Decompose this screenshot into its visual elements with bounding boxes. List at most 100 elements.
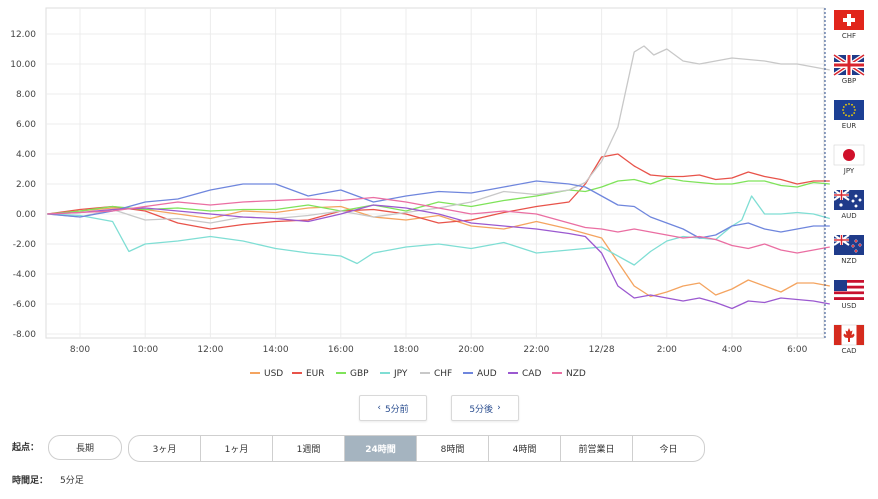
flag-star	[851, 114, 853, 117]
x-tick-label: 12/28	[589, 345, 615, 355]
timeframe-label: 時間足：	[12, 476, 49, 486]
canada-flag-icon[interactable]	[833, 324, 865, 346]
y-tick-label: 10.00	[10, 60, 36, 70]
flag-star	[851, 103, 853, 106]
series-line-aud	[47, 180, 830, 239]
flag-stripe	[834, 288, 864, 292]
y-tick-label: 0.00	[16, 210, 36, 220]
y-tick-label: 6.00	[16, 120, 36, 130]
x-tick-label: 14:00	[263, 345, 289, 355]
flag-star	[854, 249, 858, 253]
x-tick-label: 16:00	[328, 345, 354, 355]
x-tick-label: 2:00	[657, 345, 677, 355]
legend-label-chf: CHF	[434, 369, 452, 379]
origin-option[interactable]: 前営業日	[560, 436, 632, 461]
flag-label-eur: EUR	[842, 122, 857, 130]
flag-canton	[834, 280, 847, 291]
flag-cross-h-red	[834, 239, 849, 241]
flag-star	[853, 106, 856, 108]
x-tick-label: 10:00	[132, 345, 158, 355]
japan-flag-icon[interactable]	[833, 144, 865, 166]
x-tick-label: 22:00	[523, 345, 549, 355]
prev-5min-label: 5分前	[384, 404, 409, 415]
legend-label-cad: CAD	[522, 369, 541, 379]
legend-label-eur: EUR	[306, 369, 325, 379]
swiss-flag-icon[interactable]	[834, 10, 864, 30]
y-tick-label: -6.00	[13, 300, 37, 310]
series-line-eur	[47, 153, 830, 230]
flag-label-usd: USD	[842, 302, 857, 310]
flag-label-jpy: JPY	[843, 167, 855, 175]
flag-cross-h-red	[834, 194, 849, 196]
legend-label-nzd: NZD	[566, 369, 586, 379]
series-line-cad	[47, 204, 830, 310]
chevron-left-icon: ‹	[377, 403, 381, 413]
origin-option[interactable]: 3ヶ月	[152, 445, 177, 455]
prev-5min-button[interactable]: ‹ 5分前	[359, 395, 427, 421]
origin-option[interactable]: 1ヶ月	[200, 436, 272, 461]
next-5min-button[interactable]: 5分後 ›	[451, 395, 519, 421]
origin-label: 起点：	[12, 443, 40, 453]
legend-label-jpy: JPY	[393, 369, 408, 379]
x-tick-label: 6:00	[787, 345, 807, 355]
origin-option[interactable]: 1週間	[272, 436, 344, 461]
flag-band-left	[834, 325, 842, 345]
flag-star	[848, 115, 850, 117]
series-line-chf	[47, 45, 830, 224]
flag-star	[854, 239, 858, 243]
y-tick-label: -8.00	[13, 330, 37, 340]
flag-label-aud: AUD	[841, 212, 856, 220]
flag-label-cad: CAD	[841, 347, 856, 355]
australia-flag-icon[interactable]	[833, 189, 864, 210]
x-tick-label: 4:00	[722, 345, 742, 355]
flag-star	[842, 106, 845, 108]
currency-strength-chart: 12.00 10.00 8.00 6.00 4.00 2.00 0.00 -2.00 -4.00…	[10, 7, 866, 379]
flag-band-right	[856, 325, 864, 345]
flag-stripe	[834, 280, 864, 283]
flag-stripe	[834, 282, 864, 286]
origin-segmented-control: 3ヶ月 1ヶ月 1週間 24時間 8時間 4時間 前営業日 今日	[128, 435, 705, 462]
series-line-usd	[47, 205, 830, 298]
y-tick-label: 2.00	[16, 180, 36, 190]
y-tick-label: -2.00	[13, 240, 37, 250]
flag-star	[858, 198, 862, 202]
timeframe-value: 5分足	[60, 476, 84, 486]
flag-bg	[834, 100, 864, 120]
legend-label-gbp: GBP	[350, 369, 369, 379]
newzealand-flag-icon[interactable]	[833, 234, 864, 255]
legend-label-aud: AUD	[477, 369, 497, 379]
series-line-jpy	[47, 195, 830, 266]
flag-star	[845, 114, 847, 117]
flag-label-nzd: NZD	[841, 257, 856, 265]
flag-disc	[843, 149, 855, 161]
flag-cross-h-red	[834, 63, 864, 67]
flag-star	[854, 109, 856, 111]
flag-star	[853, 112, 856, 114]
flag-star	[858, 243, 862, 247]
flag-label-chf: CHF	[842, 32, 856, 40]
uk-flag-icon[interactable]	[832, 53, 866, 77]
x-tick-label: 20:00	[458, 345, 484, 355]
legend-label-usd: USD	[264, 369, 283, 379]
y-tick-label: 12.00	[10, 30, 36, 40]
origin-option[interactable]: 8時間	[416, 436, 488, 461]
flag-cross-h	[843, 18, 855, 22]
flag-star	[842, 112, 845, 114]
y-tick-label: 8.00	[16, 90, 36, 100]
flag-stripe	[834, 285, 864, 289]
eu-flag-icon[interactable]	[834, 100, 864, 120]
y-tick-label: -4.00	[13, 270, 37, 280]
flag-star	[854, 194, 858, 198]
flag-stripe	[834, 297, 864, 300]
origin-option-active[interactable]: 24時間	[344, 436, 416, 461]
x-tick-label: 18:00	[393, 345, 419, 355]
next-5min-label: 5分後	[469, 404, 494, 415]
flag-star	[854, 204, 858, 208]
origin-option[interactable]: 今日	[632, 436, 704, 461]
origin-option-long[interactable]: 長期	[48, 435, 122, 460]
origin-option[interactable]: 4時間	[488, 436, 560, 461]
flag-star	[851, 199, 855, 203]
flag-star	[848, 103, 850, 105]
x-tick-label: 8:00	[70, 345, 90, 355]
us-flag-icon[interactable]	[834, 280, 864, 300]
